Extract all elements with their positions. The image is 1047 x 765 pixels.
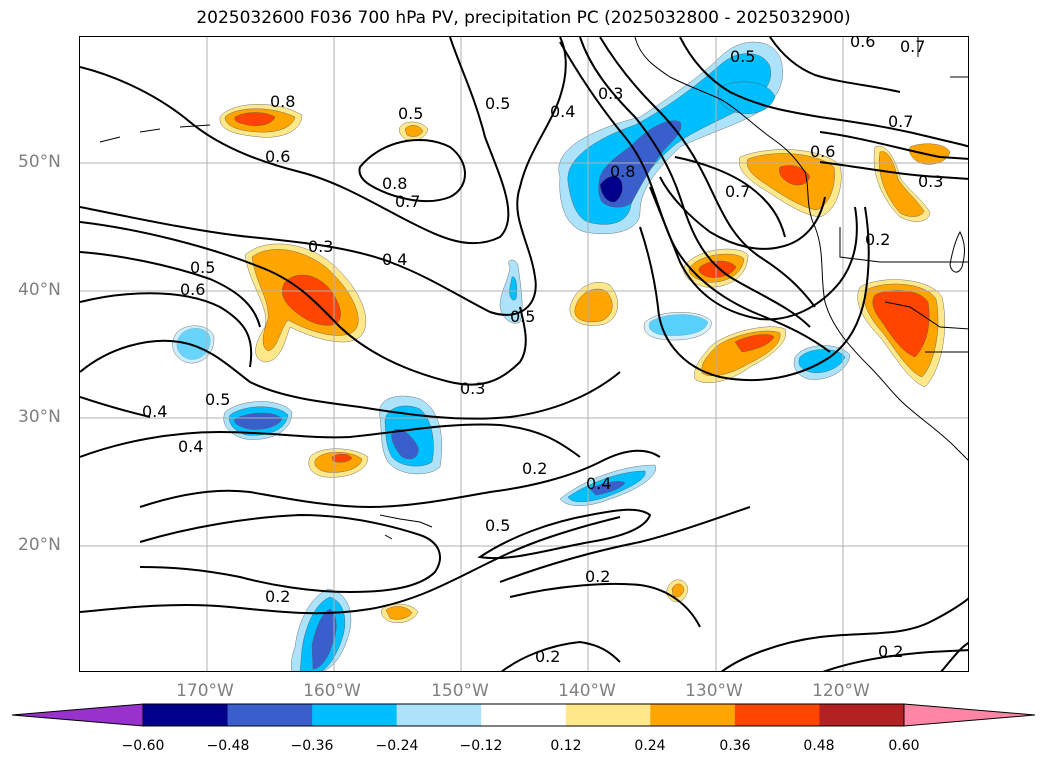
contour-label: 0.2: [865, 230, 890, 249]
contour-label: 0.4: [142, 402, 167, 421]
lon-label-140w: 140°W: [558, 681, 616, 701]
colorbar-extend-high: [903, 703, 1036, 727]
colorbar-segment: [312, 704, 398, 726]
colorbar-segments: [11, 703, 1036, 727]
precip-fill-orange: [698, 260, 737, 278]
lat-label-50n: 50°N: [18, 152, 61, 172]
colorbar-tick-label: −0.48: [206, 738, 250, 754]
lat-label-40n: 40°N: [18, 280, 61, 300]
precip-fill-blue: [311, 608, 337, 670]
precip-fill-orange: [671, 583, 685, 598]
contour-label: 0.2: [535, 647, 560, 666]
contour-label: 0.8: [610, 162, 635, 181]
contour-label: 0.2: [878, 642, 903, 661]
precip-fill-blue: [599, 175, 623, 203]
contour-label: 0.6: [850, 37, 875, 51]
lon-label-170w: 170°W: [176, 681, 234, 701]
colorbar-segment: [481, 704, 567, 726]
precip-fill-blue: [643, 312, 713, 341]
colorbar-segment: [396, 704, 482, 726]
colorbar-segment: [227, 704, 313, 726]
lon-label-120w: 120°W: [812, 681, 870, 701]
precip-fill-orange: [879, 151, 925, 217]
precip-fill-orange: [872, 290, 930, 358]
contour-label: 0.4: [550, 102, 575, 121]
contour-label: 0.5: [485, 516, 510, 535]
map-title: 2025032600 F036 700 hPa PV, precipitatio…: [196, 8, 851, 28]
map-canvas: 0.8 0.5 0.6 0.4 0.3 0.5 0.5 0.7 0.6 0.8 …: [80, 37, 968, 671]
contour-label: 0.8: [270, 92, 295, 111]
contour-label: 0.4: [382, 250, 407, 269]
contour-label: 0.6: [265, 147, 290, 166]
precip-fill-orange: [331, 453, 353, 463]
lon-label-150w: 150°W: [431, 681, 489, 701]
map-panel: 0.8 0.5 0.6 0.4 0.3 0.5 0.5 0.7 0.6 0.8 …: [79, 36, 969, 672]
contour-label: 0.8: [382, 174, 407, 193]
precip-fill-blue: [717, 81, 776, 115]
contour-label: 0.5: [398, 104, 423, 123]
contour-label: 0.2: [585, 567, 610, 586]
contour-label: 0.7: [888, 112, 913, 131]
precip-fill-orange: [574, 288, 613, 323]
contour-label: 0.7: [900, 37, 925, 56]
colorbar-tick-label: −0.24: [375, 738, 419, 754]
contour-label: 0.3: [918, 172, 943, 191]
pv-contours: [80, 37, 968, 671]
contour-label: 0.4: [178, 437, 203, 456]
colorbar-tick-label: 0.12: [550, 738, 582, 754]
colorbar-tick-label: 0.36: [719, 738, 751, 754]
contour-label: 0.5: [510, 307, 535, 326]
contour-label: 0.5: [730, 47, 755, 66]
precipitation-fills: [172, 41, 951, 671]
contour-label: 0.7: [725, 182, 750, 201]
contour-label: 0.7: [395, 192, 420, 211]
precip-fill-orange: [779, 165, 811, 186]
contour-label: 0.6: [180, 280, 205, 299]
precip-fill-orange: [234, 112, 276, 126]
precip-fill-blue: [589, 481, 626, 496]
contour-label: 0.2: [265, 587, 290, 606]
colorbar-tick-label: −0.12: [459, 738, 503, 754]
contour-labels: 0.8 0.5 0.6 0.4 0.3 0.5 0.5 0.7 0.6 0.8 …: [142, 37, 943, 666]
lat-label-30n: 30°N: [18, 407, 61, 427]
colorbar-segment: [734, 704, 820, 726]
contour-label: 0.5: [485, 94, 510, 113]
colorbar-extend-low: [11, 703, 144, 727]
precip-fill-blue: [234, 412, 283, 430]
lon-label-160w: 160°W: [303, 681, 361, 701]
contour-label: 0.3: [460, 379, 485, 398]
colorbar: [11, 703, 1036, 727]
colorbar-segment: [819, 704, 905, 726]
coastlines: [99, 37, 968, 540]
colorbar-tick-label: 0.24: [634, 738, 666, 754]
precip-fill-orange: [734, 334, 775, 353]
colorbar-segment: [143, 704, 229, 726]
precip-fill-orange: [404, 125, 424, 137]
contour-label: 0.5: [205, 390, 230, 409]
contour-label: 0.5: [190, 258, 215, 277]
contour-label: 0.4: [586, 474, 611, 493]
contour-label: 0.2: [522, 459, 547, 478]
colorbar-segment: [650, 704, 736, 726]
colorbar-segment: [565, 704, 651, 726]
lon-label-130w: 130°W: [685, 681, 743, 701]
colorbar-tick-label: 0.48: [803, 738, 835, 754]
precip-fill-orange: [385, 606, 413, 620]
contour-label: 0.6: [810, 142, 835, 161]
contour-label: 0.3: [598, 84, 623, 103]
colorbar-tick-label: 0.60: [888, 738, 920, 754]
lat-label-20n: 20°N: [18, 535, 61, 555]
colorbar-tick-label: −0.36: [290, 738, 334, 754]
contour-label: 0.3: [308, 237, 333, 256]
colorbar-tick-label: −0.60: [121, 738, 165, 754]
